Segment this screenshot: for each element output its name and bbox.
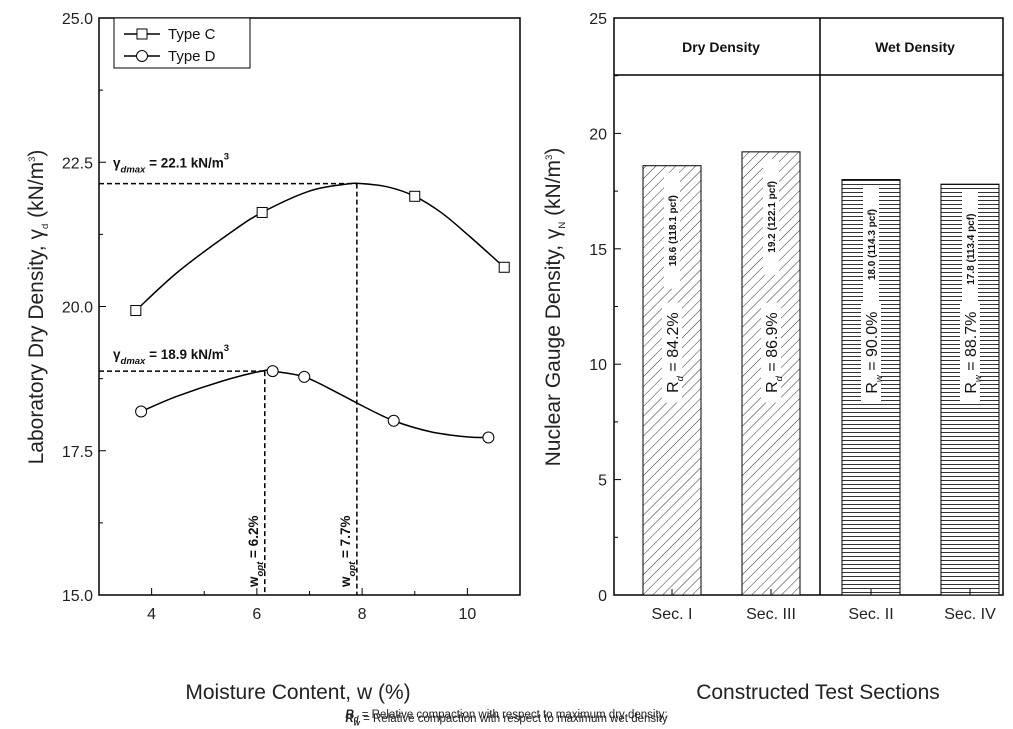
compaction-label-background [960,302,980,403]
left-x-tick-label: 4 [147,606,156,623]
compaction-curve-legend: Type C Type D [113,17,251,69]
compaction-label-background [861,302,881,403]
left-plot-frame [98,17,521,596]
group-label-dry-density: Dry Density [682,39,760,55]
right-y-axis-title: Nuclear Gauge Density, γN (kN/m3) [542,148,568,467]
right-y-tick-label: 15 [589,242,607,259]
type-c-data-point [130,305,142,317]
group-label-wet-density: Wet Density [875,39,955,55]
type-c-max-density-label: γdmax = 22.1 kN/m3 [113,152,229,176]
nuclear-density-chart: 0 5 10 15 20 25 Sec. I 18.6 (118.1 pcf) Rd = 84.… [542,11,1004,704]
type-c-data-point [256,206,268,218]
right-y-tick-label: 5 [598,473,607,490]
type-d-curve [140,368,489,439]
left-y-tick-label: 20.0 [62,300,93,317]
value-label-background [863,186,879,303]
right-x-axis-title: Constructed Test Sections [696,681,940,704]
type-d-data-point [266,365,279,378]
compaction-label-background [662,302,682,403]
right-y-tick-label: 25 [589,11,607,28]
left-x-tick-label: 6 [252,606,261,623]
legend-type-d-marker [136,50,148,62]
type-c-data-point [498,261,510,273]
relative-compaction-label: Rw = 90.0% [864,312,885,394]
footnote-rw: Rw = Relative compaction with respect to… [345,713,668,728]
left-y-tick-label: 17.5 [62,444,93,461]
nuclear-density-plot-area: 0 5 10 15 20 25 Sec. I 18.6 (118.1 pcf) Rd = 84.… [589,11,1004,623]
relative-compaction-label: Rd = 84.2% [665,312,686,392]
left-y-axis-title: Laboratory Dry Density, γd (kN/m3) [25,150,51,465]
relative-compaction-label: Rd = 86.9% [764,312,785,392]
right-x-tick-label: Sec. I [652,606,693,623]
left-x-axis-title: Moisture Content, w (%) [185,681,410,704]
type-d-data-point [298,370,311,383]
legend-type-c-marker [136,28,148,40]
right-x-tick-label: Sec. IV [944,606,996,623]
type-c-optimum-moisture-label: wopt = 7.7% [338,516,358,588]
type-d-optimum-moisture-label: wopt = 6.2% [246,516,266,588]
type-d-max-density-label: γdmax = 18.9 kN/m3 [113,343,229,367]
left-y-tick-label: 22.5 [62,155,93,172]
right-x-tick-label: Sec. II [848,606,893,623]
compaction-curve-plot-area: 15.0 17.5 20.0 22.5 25.0 4 6 8 10 γdmax = 22.1 kN… [62,11,521,623]
legend-type-d-label: Type D [168,48,216,65]
compaction-curve-chart: 15.0 17.5 20.0 22.5 25.0 4 6 8 10 γdmax = 22.1 kN… [25,11,521,704]
right-y-tick-label: 0 [598,588,607,605]
left-y-tick-label: 25.0 [62,11,93,28]
bar-value-label: 18.6 (118.1 pcf) [668,195,679,266]
bar-value-label: 18.0 (114.3 pcf) [867,209,878,280]
value-label-background [664,172,680,289]
bar-value-label: 17.8 (113.4 pcf) [966,214,977,285]
type-d-data-point [135,405,148,418]
bar-value-label: 19.2 (122.1 pcf) [767,181,778,253]
type-d-data-point [482,431,495,444]
relative-compaction-label: Rw = 88.7% [963,312,984,394]
right-x-tick-label: Sec. III [746,606,796,623]
value-label-background [962,191,978,308]
left-x-tick-label: 10 [458,606,476,623]
type-c-data-point [409,190,421,202]
left-y-tick-label: 15.0 [62,588,93,605]
value-label-background [763,158,779,275]
right-y-tick-label: 10 [589,357,607,374]
type-c-curve [135,182,505,312]
right-y-tick-label: 20 [589,126,607,143]
legend-type-c-label: Type C [168,26,216,43]
left-x-tick-label: 8 [358,606,367,623]
compaction-label-background [761,302,781,403]
type-d-data-point [387,414,400,427]
footnote-rd: Rd = Relative compaction with respect to… [345,709,668,724]
